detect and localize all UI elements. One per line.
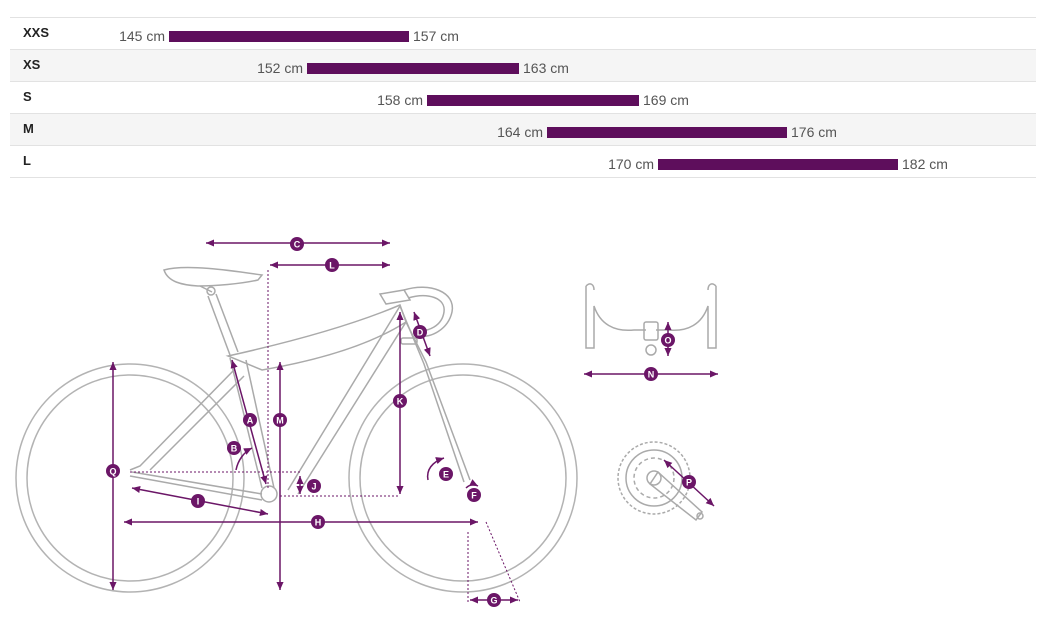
saddle bbox=[163, 266, 264, 296]
svg-text:K: K bbox=[397, 397, 404, 407]
dimension-badges: C L D K A M B Q E J F I H G O N P bbox=[106, 237, 696, 607]
range-min: 158 cm bbox=[377, 92, 423, 108]
front-wheel bbox=[348, 363, 578, 593]
label-q-badge: Q bbox=[106, 464, 120, 478]
svg-text:L: L bbox=[329, 261, 335, 271]
svg-text:G: G bbox=[490, 596, 497, 606]
seat-post bbox=[207, 293, 239, 356]
height-range-bar bbox=[427, 95, 639, 106]
svg-text:E: E bbox=[443, 470, 449, 480]
svg-text:B: B bbox=[231, 444, 238, 454]
svg-text:P: P bbox=[686, 478, 692, 488]
height-range-bar bbox=[658, 159, 898, 170]
label-i-badge: I bbox=[191, 494, 205, 508]
label-b-badge: B bbox=[227, 441, 241, 455]
range-max: 182 cm bbox=[902, 156, 948, 172]
size-row-l: L 170 cm 182 cm bbox=[10, 145, 1036, 178]
bike-geometry-diagram: C L D K A M B Q E J F I H G O N P bbox=[15, 237, 718, 607]
label-g-badge: G bbox=[487, 593, 501, 607]
range-max: 163 cm bbox=[523, 60, 569, 76]
svg-text:Q: Q bbox=[109, 467, 116, 477]
bike-frame-drawing bbox=[15, 266, 578, 593]
label-e-badge: E bbox=[439, 467, 453, 481]
svg-text:A: A bbox=[247, 416, 254, 426]
rider-height-table: XXS 145 cm 157 cm XS 152 cm 163 cm S 158… bbox=[10, 17, 1036, 178]
range-max: 176 cm bbox=[791, 124, 837, 140]
fork bbox=[399, 305, 471, 483]
range-min: 152 cm bbox=[257, 60, 303, 76]
label-j-badge: J bbox=[307, 479, 321, 493]
label-p-badge: P bbox=[682, 475, 696, 489]
height-range-bar bbox=[307, 63, 519, 74]
label-d-badge: D bbox=[413, 325, 427, 339]
rear-wheel bbox=[15, 363, 245, 593]
size-label: S bbox=[23, 89, 32, 104]
range-min: 145 cm bbox=[119, 28, 165, 44]
height-range-bar bbox=[547, 127, 787, 138]
svg-text:M: M bbox=[276, 416, 284, 426]
size-row-s: S 158 cm 169 cm bbox=[10, 81, 1036, 113]
range-max: 157 cm bbox=[413, 28, 459, 44]
svg-text:I: I bbox=[197, 497, 200, 507]
svg-text:D: D bbox=[417, 328, 424, 338]
size-row-xxs: XXS 145 cm 157 cm bbox=[10, 17, 1036, 49]
handlebar-front-view bbox=[585, 283, 717, 356]
label-f-badge: F bbox=[467, 488, 481, 502]
label-k-badge: K bbox=[393, 394, 407, 408]
svg-text:J: J bbox=[311, 482, 316, 492]
label-l-badge: L bbox=[325, 258, 339, 272]
range-min: 164 cm bbox=[497, 124, 543, 140]
svg-text:C: C bbox=[294, 240, 301, 250]
size-row-m: M 164 cm 176 cm bbox=[10, 113, 1036, 145]
svg-text:F: F bbox=[471, 491, 477, 501]
size-label: L bbox=[23, 153, 31, 168]
label-a-badge: A bbox=[243, 413, 257, 427]
height-range-bar bbox=[169, 31, 409, 42]
svg-text:O: O bbox=[664, 336, 671, 346]
range-min: 170 cm bbox=[608, 156, 654, 172]
label-o-badge: O bbox=[661, 333, 675, 347]
size-label: M bbox=[23, 121, 34, 136]
size-label: XS bbox=[23, 57, 41, 72]
label-n-badge: N bbox=[644, 367, 658, 381]
svg-text:N: N bbox=[648, 370, 655, 380]
svg-text:H: H bbox=[315, 518, 322, 528]
label-h-badge: H bbox=[311, 515, 325, 529]
size-label: XXS bbox=[23, 25, 50, 40]
range-max: 169 cm bbox=[643, 92, 689, 108]
size-row-xs: XS 152 cm 163 cm bbox=[10, 49, 1036, 81]
label-m-badge: M bbox=[273, 413, 287, 427]
label-c-badge: C bbox=[290, 237, 304, 251]
